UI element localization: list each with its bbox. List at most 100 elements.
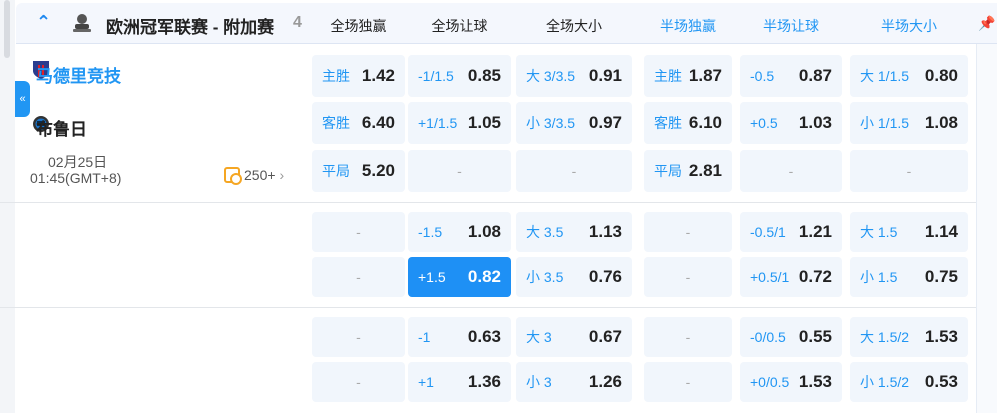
- away-team-name[interactable]: 布鲁日: [36, 120, 87, 139]
- odds-label: 主胜: [654, 68, 682, 84]
- odds-label: 平局: [654, 163, 682, 179]
- odds-value: 1.05: [467, 113, 501, 132]
- odds-label: +1.5: [418, 269, 446, 285]
- row-divider: [0, 307, 977, 308]
- odds-cell-ht-total[interactable]: 小 1.5 0.75: [850, 257, 968, 297]
- odds-label: 平局: [322, 163, 350, 179]
- home-team-name[interactable]: 马德里竞技: [36, 67, 121, 86]
- markets-icon: [224, 167, 242, 185]
- odds-cell-ht-1x2[interactable]: 平局 2.81: [644, 150, 732, 192]
- empty-odds: -: [788, 163, 794, 179]
- odds-cell-ht-handicap[interactable]: -0/0.5 0.55: [740, 317, 842, 357]
- odds-cell-ht-handicap[interactable]: +0.5 1.03: [740, 102, 842, 144]
- chevron-right-icon: ›: [279, 167, 285, 183]
- odds-cell-ft-1x2: -: [312, 317, 405, 357]
- odds-cell-ht-1x2: -: [644, 317, 732, 357]
- odds-label: -0.5/1: [750, 224, 786, 240]
- odds-label: +0.5/1: [750, 269, 790, 285]
- odds-cell-ht-total[interactable]: 小 1/1.5 1.08: [850, 102, 968, 144]
- right-side-panel: [977, 44, 997, 413]
- odds-value: 0.76: [588, 267, 622, 286]
- odds-value: 1.14: [924, 222, 958, 241]
- odds-value: 6.10: [688, 113, 722, 132]
- odds-label: +0/0.5: [750, 374, 790, 390]
- odds-cell-ft-total[interactable]: 小 3/3.5 0.97: [516, 102, 632, 144]
- odds-cell-ft-1x2[interactable]: 平局 5.20: [312, 150, 405, 192]
- match-date: 02月25日: [48, 154, 108, 170]
- match-count: 4: [293, 14, 302, 31]
- odds-value: 1.03: [798, 113, 832, 132]
- match-time: 01:45(GMT+8): [30, 170, 122, 186]
- more-markets-link[interactable]: 250+ ›: [224, 167, 285, 185]
- odds-value: 1.08: [924, 113, 958, 132]
- col-header-ht-total: 半场大小: [881, 18, 937, 34]
- odds-cell-ft-total[interactable]: 小 3 1.26: [516, 362, 632, 402]
- away-team-logo: [33, 116, 49, 132]
- odds-cell-ft-handicap[interactable]: -1.5 1.08: [408, 212, 511, 252]
- odds-cell-ft-1x2[interactable]: 客胜 6.40: [312, 102, 405, 144]
- odds-cell-ft-total[interactable]: 大 3/3.5 0.91: [516, 55, 632, 97]
- odds-cell-ht-handicap: -: [740, 150, 842, 192]
- col-header-ht-1x2: 半场独赢: [660, 18, 716, 34]
- odds-cell-ft-total[interactable]: 小 3.5 0.76: [516, 257, 632, 297]
- odds-cell-ft-handicap[interactable]: +1/1.5 1.05: [408, 102, 511, 144]
- odds-cell-ft-total[interactable]: 大 3 0.67: [516, 317, 632, 357]
- odds-label: 大 3/3.5: [526, 68, 576, 84]
- odds-cell-ft-1x2: -: [312, 212, 405, 252]
- odds-cell-ft-handicap[interactable]: -1 0.63: [408, 317, 511, 357]
- odds-value: 0.91: [588, 66, 622, 85]
- odds-label: 主胜: [322, 68, 350, 84]
- odds-cell-ht-total: -: [850, 150, 968, 192]
- odds-value: 1.26: [588, 372, 622, 391]
- odds-cell-ht-total[interactable]: 小 1.5/2 0.53: [850, 362, 968, 402]
- left-scrollbar-track[interactable]: [0, 0, 15, 413]
- col-header-ht-handicap: 半场让球: [763, 18, 819, 34]
- odds-value: 2.81: [688, 161, 722, 180]
- league-header[interactable]: ⌃ 欧洲冠军联赛 - 附加赛 4 全场独赢 全场让球 全场大小 半场独赢 半场让…: [16, 3, 997, 44]
- empty-odds: -: [457, 163, 462, 179]
- col-header-ft-1x2: 全场独赢: [330, 18, 387, 34]
- home-team-logo: [33, 61, 49, 79]
- odds-label: 大 3: [526, 329, 552, 345]
- odds-cell-ht-total[interactable]: 大 1/1.5 0.80: [850, 55, 968, 97]
- odds-cell-ft-handicap[interactable]: +1.5 0.82: [408, 257, 511, 297]
- odds-label: +0.5: [750, 115, 778, 131]
- empty-odds: -: [906, 163, 912, 179]
- odds-value: 0.97: [588, 113, 622, 132]
- league-name: 欧洲冠军联赛 - 附加赛: [106, 18, 275, 37]
- empty-odds: -: [685, 269, 691, 285]
- empty-odds: -: [685, 224, 691, 240]
- sidebar-toggle-button[interactable]: «: [15, 81, 30, 117]
- odds-cell-ht-handicap[interactable]: -0.5/1 1.21: [740, 212, 842, 252]
- odds-cell-ht-total[interactable]: 大 1.5 1.14: [850, 212, 968, 252]
- odds-label: 大 1/1.5: [860, 68, 910, 84]
- odds-cell-ft-handicap[interactable]: +1 1.36: [408, 362, 511, 402]
- chevron-up-icon[interactable]: ⌃: [36, 12, 52, 32]
- scrollbar-thumb[interactable]: [4, 0, 10, 58]
- odds-value: 0.75: [924, 267, 958, 286]
- odds-cell-ft-1x2: -: [312, 257, 405, 297]
- odds-cell-ht-handicap[interactable]: +0/0.5 1.53: [740, 362, 842, 402]
- odds-cell-ht-handicap[interactable]: -0.5 0.87: [740, 55, 842, 97]
- odds-value: 0.87: [798, 66, 832, 85]
- odds-cell-ft-1x2[interactable]: 主胜 1.42: [312, 55, 405, 97]
- odds-label: 小 1/1.5: [860, 115, 910, 131]
- empty-odds: -: [685, 329, 691, 345]
- odds-cell-ht-handicap[interactable]: +0.5/1 0.72: [740, 257, 842, 297]
- odds-value: 0.67: [588, 327, 622, 346]
- odds-value: 1.36: [467, 372, 501, 391]
- odds-cell-ht-1x2[interactable]: 客胜 6.10: [644, 102, 732, 144]
- odds-label: -1.5: [418, 224, 443, 240]
- more-markets-count: 250+: [244, 167, 276, 183]
- odds-cell-ft-handicap[interactable]: -1/1.5 0.85: [408, 55, 511, 97]
- odds-cell-ht-1x2: -: [644, 362, 732, 402]
- odds-cell-ht-1x2[interactable]: 主胜 1.87: [644, 55, 732, 97]
- odds-label: -0.5: [750, 68, 775, 84]
- odds-value: 1.53: [798, 372, 832, 391]
- pin-icon[interactable]: 📌: [978, 15, 996, 31]
- odds-cell-ht-total[interactable]: 大 1.5/2 1.53: [850, 317, 968, 357]
- odds-value: 1.42: [361, 66, 395, 85]
- odds-cell-ft-total[interactable]: 大 3.5 1.13: [516, 212, 632, 252]
- col-header-ft-handicap: 全场让球: [431, 18, 488, 34]
- column-divider: [976, 44, 977, 413]
